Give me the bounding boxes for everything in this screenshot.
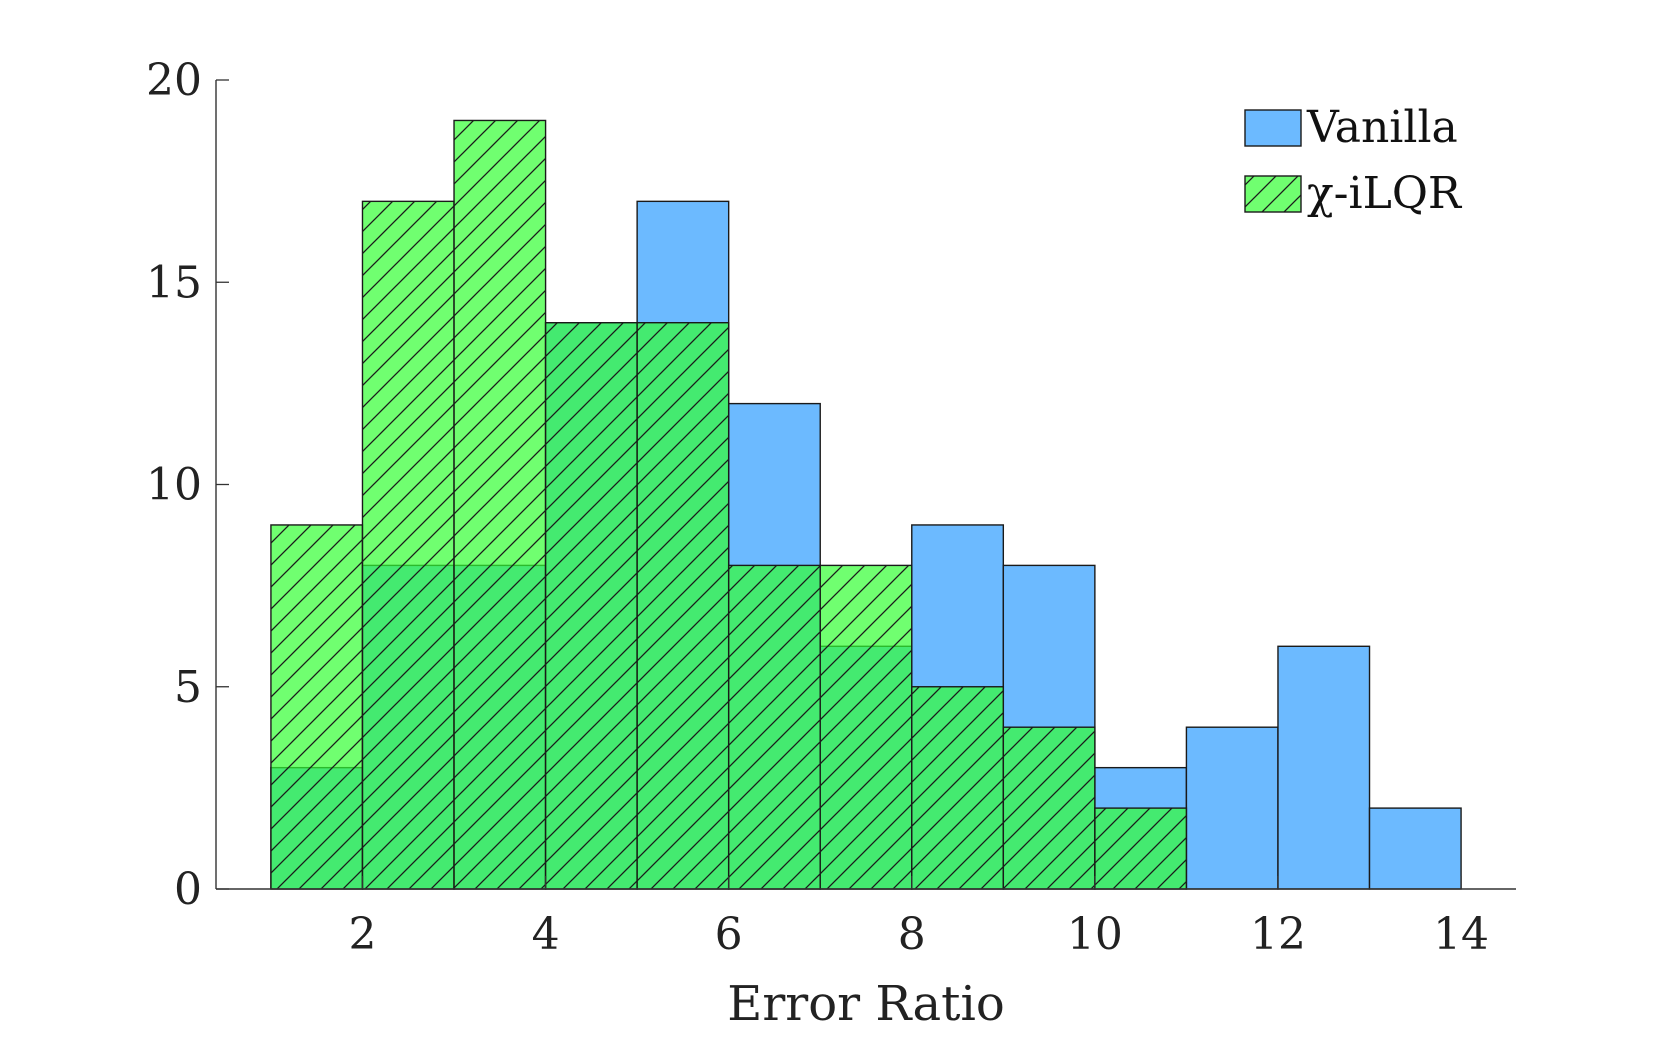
- chi-ilqr-bar: [270, 524, 364, 890]
- chi-ilqr-bar: [636, 322, 730, 890]
- legend: Vanilla χ-iLQR: [1244, 102, 1463, 219]
- y-tick-label: 15: [146, 257, 202, 308]
- chi-ilqr-bar: [911, 686, 1005, 890]
- tick-labels: 0 5 10 15 20 2 4 6 8 10 12 14: [146, 55, 1489, 960]
- x-tick-label: 6: [715, 909, 743, 960]
- y-tick-label: 20: [146, 55, 202, 106]
- x-axis-label: Error Ratio: [727, 976, 1004, 1032]
- y-tick-label: 10: [146, 460, 202, 511]
- chi-ilqr-bar: [819, 564, 913, 890]
- vanilla-bar: [1185, 726, 1279, 890]
- chi-ilqr-bar: [1094, 807, 1188, 890]
- x-tick-label: 12: [1250, 909, 1306, 960]
- chi-ilqr-bar: [544, 322, 638, 890]
- y-tick-label: 0: [174, 864, 202, 915]
- x-tick-label: 2: [348, 909, 376, 960]
- x-tick-label: 14: [1433, 909, 1489, 960]
- vanilla-bar: [1368, 807, 1462, 890]
- x-tick-label: 10: [1067, 909, 1123, 960]
- legend-label: Vanilla: [1306, 102, 1458, 153]
- legend-swatch: [1244, 109, 1302, 147]
- legend-label: χ-iLQR: [1307, 168, 1463, 219]
- chi-ilqr-bar: [361, 200, 455, 890]
- chi-ilqr-bar: [1002, 726, 1096, 890]
- legend-item: Vanilla: [1244, 102, 1458, 153]
- vanilla-bar: [1277, 645, 1371, 890]
- x-tick-label: 8: [898, 909, 926, 960]
- chi-ilqr-bars: [270, 119, 1188, 890]
- x-tick-label: 4: [532, 909, 560, 960]
- chi-ilqr-bar: [453, 119, 547, 890]
- y-tick-label: 5: [174, 662, 202, 713]
- legend-item: χ-iLQR: [1244, 168, 1463, 219]
- chi-ilqr-bar: [727, 564, 821, 890]
